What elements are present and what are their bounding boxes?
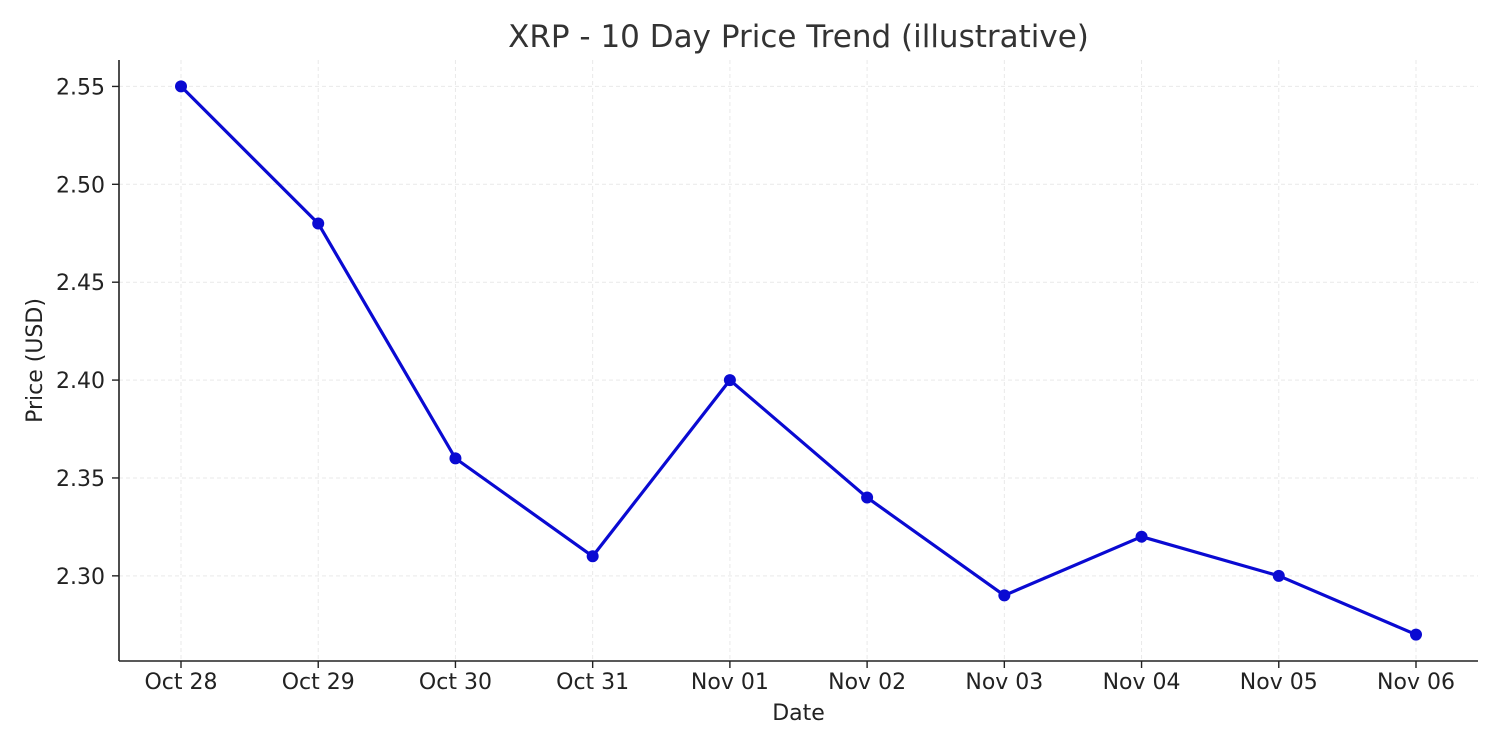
data-point — [312, 217, 325, 230]
x-tick-label: Nov 02 — [828, 670, 906, 695]
data-point — [723, 374, 736, 387]
x-tick-label: Oct 31 — [556, 670, 629, 695]
data-point — [1272, 569, 1285, 582]
y-tick-label: 2.30 — [56, 565, 105, 590]
data-point — [586, 550, 599, 563]
data-point — [1135, 530, 1148, 543]
data-point — [998, 589, 1011, 602]
x-tick-label: Oct 29 — [282, 670, 355, 695]
data-point — [1410, 628, 1422, 641]
x-axis-label: Date — [772, 701, 825, 726]
ticks: 2.30 2.35 2.40 2.45 2.50 2.55 Oct 28 Oct 29 Oct … — [56, 75, 1455, 695]
x-tick-label: Oct 30 — [419, 670, 492, 695]
x-tick-label: Oct 28 — [144, 670, 217, 695]
data-point — [449, 452, 462, 465]
series-line — [179, 84, 1418, 637]
y-tick-label: 2.45 — [56, 271, 105, 296]
chart-title: XRP - 10 Day Price Trend (illustrative) — [508, 19, 1089, 55]
data-point — [861, 491, 874, 504]
axes — [118, 60, 1478, 662]
y-tick-label: 2.55 — [56, 75, 105, 100]
x-tick-label: Nov 04 — [1103, 670, 1181, 695]
data-point — [175, 80, 187, 93]
x-tick-label: Nov 03 — [965, 670, 1043, 695]
x-tick-label: Nov 01 — [691, 670, 769, 695]
y-tick-label: 2.50 — [56, 173, 105, 198]
x-tick-label: Nov 05 — [1240, 670, 1318, 695]
y-axis-label: Price (USD) — [23, 298, 48, 423]
y-tick-label: 2.35 — [56, 467, 105, 492]
y-tick-label: 2.40 — [56, 369, 105, 394]
x-tick-label: Nov 06 — [1377, 670, 1455, 695]
grid — [119, 60, 1478, 661]
series — [175, 80, 1422, 641]
